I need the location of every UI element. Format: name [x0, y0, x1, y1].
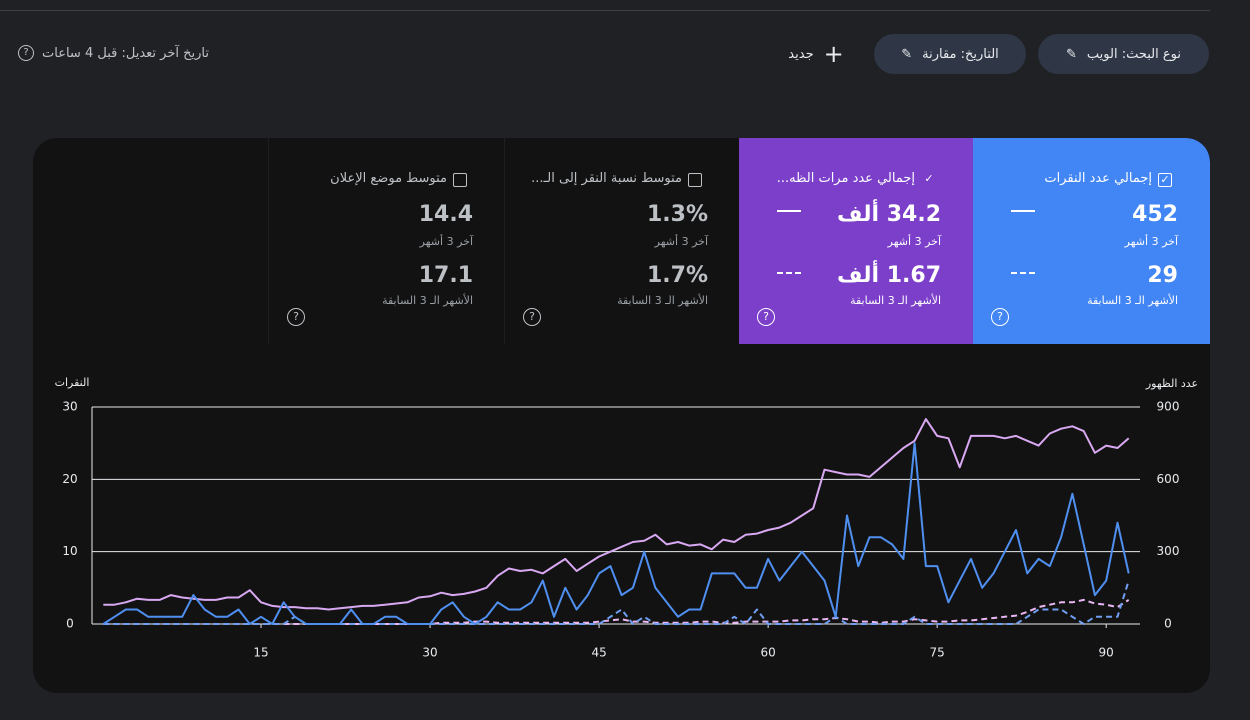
- chip-label: التاريخ: مقارنة: [922, 46, 999, 62]
- x-tick-label: 15: [253, 646, 268, 660]
- current-label: آخر 3 أشهر: [419, 235, 473, 248]
- series-line: [102, 442, 1130, 625]
- edit-icon: ✎: [1066, 46, 1077, 62]
- previous-value: 29: [1147, 263, 1178, 288]
- y2-tick-label: 0: [1164, 617, 1172, 631]
- legend-solid: [1011, 210, 1035, 212]
- previous-label: الأشهر الـ 3 السابقة: [1087, 294, 1178, 307]
- y2-tick-label: 600: [1157, 472, 1180, 486]
- x-tick-label: 45: [591, 646, 606, 660]
- chip-label: نوع البحث: الويب: [1086, 46, 1181, 62]
- current-label: آخر 3 أشهر: [887, 235, 941, 248]
- current-value: 14.4: [418, 202, 473, 227]
- current-value: 452: [1132, 202, 1178, 227]
- y2-tick-label: 900: [1157, 400, 1180, 414]
- current-value: 1.3%: [646, 202, 708, 227]
- new-label: جديد: [788, 46, 814, 62]
- previous-label: الأشهر الـ 3 السابقة: [382, 294, 473, 307]
- metric-card[interactable]: ✓ إجمالي عدد مرات الظه... 34.2 ألف آخر 3…: [739, 138, 973, 344]
- current-value: 34.2 ألف: [837, 202, 941, 227]
- help-icon[interactable]: ?: [287, 308, 305, 326]
- y-tick-label: 20: [62, 472, 77, 486]
- series-line: [103, 418, 1130, 611]
- metric-card[interactable]: متوسط موضع الإعلان 14.4 آخر 3 أشهر 17.1 …: [268, 138, 505, 344]
- x-tick-label: 90: [1099, 646, 1114, 660]
- performance-panel: ✓ إجمالي عدد النقرات 452 آخر 3 أشهر 29 ا…: [33, 138, 1210, 693]
- last-updated-text: تاريخ آخر تعديل: قبل 4 ساعات: [42, 45, 209, 61]
- previous-value: 1.7%: [646, 263, 708, 288]
- current-label: آخر 3 أشهر: [1124, 235, 1178, 248]
- edit-icon: ✎: [901, 46, 913, 62]
- checkbox[interactable]: ✓: [924, 172, 934, 185]
- new-button[interactable]: + جديد: [778, 34, 854, 74]
- x-tick-label: 30: [422, 646, 437, 660]
- checkbox[interactable]: [453, 173, 467, 187]
- checkbox[interactable]: [688, 173, 702, 187]
- previous-label: الأشهر الـ 3 السابقة: [617, 294, 708, 307]
- legend-solid: [777, 210, 801, 212]
- previous-value: 1.67 ألف: [837, 263, 941, 288]
- last-updated: ? تاريخ آخر تعديل: قبل 4 ساعات: [18, 43, 209, 63]
- legend-dashed: [777, 272, 801, 274]
- current-label: آخر 3 أشهر: [654, 235, 708, 248]
- x-tick-label: 60: [760, 646, 775, 660]
- help-icon[interactable]: ?: [991, 308, 1009, 326]
- metric-card[interactable]: متوسط نسبة النقر إلى الـ... 1.3% آخر 3 أ…: [504, 138, 740, 344]
- previous-value: 17.1: [418, 263, 473, 288]
- card-title: متوسط نسبة النقر إلى الـ...: [531, 171, 682, 186]
- card-title: إجمالي عدد مرات الظه...: [776, 171, 915, 186]
- y-tick-label: 10: [62, 544, 77, 558]
- plus-icon: +: [823, 40, 844, 68]
- help-icon[interactable]: ?: [523, 308, 541, 326]
- legend-dashed: [1011, 272, 1035, 274]
- checkbox[interactable]: ✓: [1158, 173, 1172, 187]
- card-title: إجمالي عدد النقرات: [1044, 171, 1152, 186]
- date-chip[interactable]: التاريخ: مقارنة ✎: [874, 34, 1026, 74]
- x-tick-label: 75: [930, 646, 945, 660]
- y-tick-label: 0: [66, 617, 74, 631]
- help-icon[interactable]: ?: [18, 45, 34, 61]
- help-icon[interactable]: ?: [757, 308, 775, 326]
- previous-line: [103, 580, 1130, 625]
- y2-axis-label: عدد الظهور: [1145, 377, 1198, 390]
- y-tick-label: 30: [62, 400, 77, 414]
- card-title: متوسط موضع الإعلان: [330, 171, 447, 186]
- y-axis-label: النقرات: [55, 376, 90, 389]
- search-type-chip[interactable]: نوع البحث: الويب ✎: [1038, 34, 1209, 74]
- previous-label: الأشهر الـ 3 السابقة: [850, 294, 941, 307]
- metric-card[interactable]: ✓ إجمالي عدد النقرات 452 آخر 3 أشهر 29 ا…: [973, 138, 1210, 344]
- y2-tick-label: 300: [1157, 544, 1180, 558]
- top-divider: [0, 10, 1210, 11]
